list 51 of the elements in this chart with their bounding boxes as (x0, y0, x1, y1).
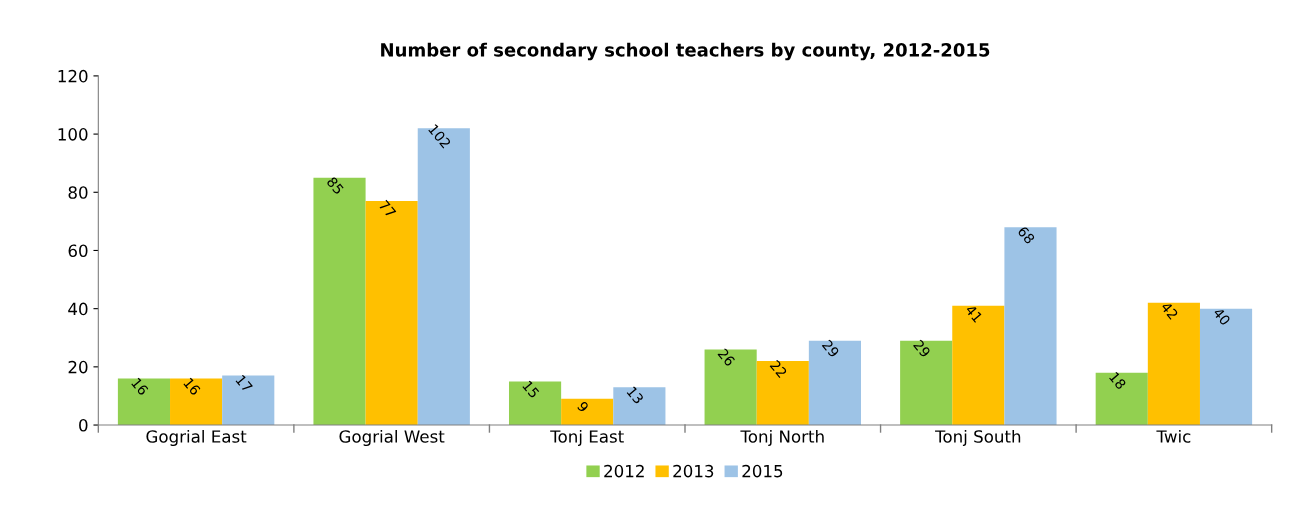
data-label: 17 (235, 374, 253, 393)
bar (1199, 308, 1253, 426)
bar (313, 177, 366, 426)
bar (1004, 227, 1057, 426)
data-label: 13 (626, 386, 645, 405)
bar (704, 349, 757, 426)
legend-label: 2012 (604, 464, 644, 478)
data-label: 16 (183, 377, 202, 396)
data-label: 29 (912, 339, 932, 358)
y-tick-label: 100 (58, 128, 88, 141)
y-tick-label: 120 (58, 69, 88, 83)
x-tick-label: Tonj South (935, 429, 1021, 447)
data-label: 85 (326, 176, 345, 195)
bar (900, 340, 953, 426)
bar (613, 387, 666, 426)
data-label: 16 (131, 377, 149, 396)
bar (222, 375, 275, 426)
x-tick-label: Tonj East (550, 429, 624, 447)
y-tick-label: 80 (68, 186, 88, 199)
bar (808, 340, 861, 426)
data-label: 29 (821, 339, 840, 358)
chart-title: Number of secondary school teachers by county, 2012-2015 (381, 42, 990, 61)
x-tick-label: Twic (1156, 429, 1191, 443)
legend-label: 2013 (673, 464, 714, 478)
data-label: 40 (1212, 306, 1231, 326)
data-label: 77 (378, 199, 397, 219)
data-label: 18 (1108, 371, 1127, 390)
data-label: 9 (576, 400, 590, 413)
data-label: 68 (1017, 225, 1036, 245)
y-tick-label: 0 (79, 419, 88, 432)
x-tick-label: Gogrial East (146, 429, 247, 447)
bar (170, 378, 223, 426)
x-tick-label: Tonj North (740, 429, 824, 447)
data-label: 15 (522, 380, 540, 399)
y-tick-label: 60 (68, 244, 88, 258)
data-label: 26 (717, 347, 736, 367)
bar (509, 381, 562, 426)
data-label: 22 (769, 359, 788, 378)
bar (1147, 302, 1200, 426)
bar (365, 201, 418, 426)
bar (1095, 372, 1148, 426)
y-tick-label: 40 (68, 302, 88, 316)
x-tick-label: Gogrial West (339, 429, 445, 447)
legend-label: 2015 (742, 464, 783, 478)
data-label: 42 (1160, 301, 1179, 320)
data-label: 41 (965, 304, 983, 323)
bar (952, 305, 1005, 426)
bar (561, 398, 614, 426)
y-tick-label: 20 (68, 360, 88, 374)
bar (756, 361, 809, 426)
bar (117, 378, 171, 426)
